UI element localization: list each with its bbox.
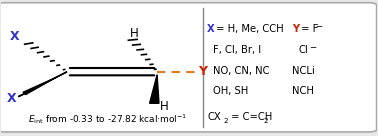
Text: Y: Y	[198, 65, 208, 78]
Text: Cl: Cl	[299, 45, 309, 55]
FancyBboxPatch shape	[0, 3, 376, 132]
Text: = F: = F	[298, 24, 318, 34]
Text: OH, SH: OH, SH	[214, 86, 249, 96]
Text: X: X	[10, 30, 19, 43]
Text: 2: 2	[263, 118, 268, 124]
Text: NCLi: NCLi	[292, 66, 315, 76]
Text: X: X	[207, 24, 215, 34]
Text: F, Cl, Br, I: F, Cl, Br, I	[214, 45, 262, 55]
Polygon shape	[150, 75, 159, 103]
Text: −: −	[315, 21, 322, 31]
Text: = H, Me, CCH: = H, Me, CCH	[213, 24, 283, 34]
Text: $\it{E}_{\mathrm{int}}$ from -0.33 to -27.82 kcal·mol$^{-1}$: $\it{E}_{\mathrm{int}}$ from -0.33 to -2…	[28, 112, 187, 126]
Text: NO, CN, NC: NO, CN, NC	[214, 66, 270, 76]
Text: Y: Y	[292, 24, 299, 34]
Text: H: H	[130, 27, 139, 40]
Text: H: H	[160, 100, 169, 113]
Text: X: X	[7, 92, 17, 105]
Text: CX: CX	[207, 112, 221, 122]
Polygon shape	[22, 72, 67, 95]
Text: NCH: NCH	[292, 86, 314, 96]
Text: −: −	[309, 42, 316, 51]
Text: = C=CH: = C=CH	[228, 112, 272, 122]
Text: 2: 2	[223, 118, 228, 124]
Polygon shape	[18, 72, 67, 97]
